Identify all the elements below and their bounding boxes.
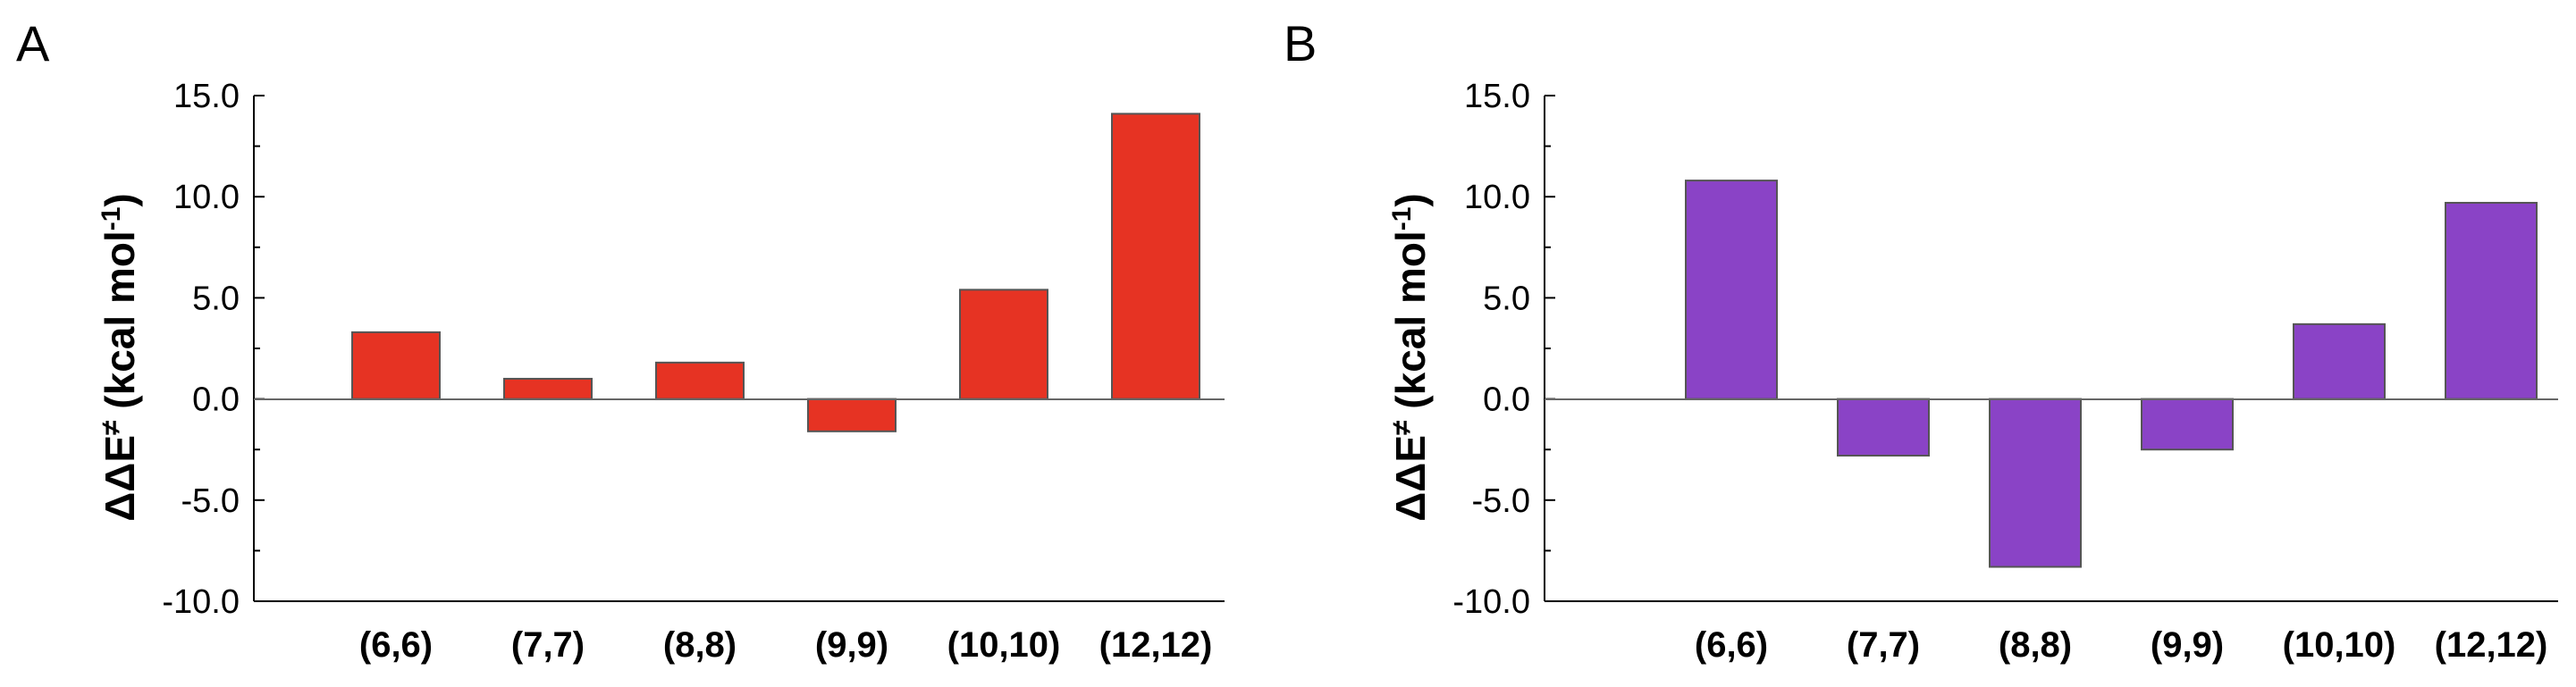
panel-a-bar — [807, 398, 897, 432]
panel-b-bar — [1989, 398, 2082, 568]
panel-a-y-tick-label: 5.0 — [192, 280, 240, 317]
panel-b-y-tick-label: 0.0 — [1483, 381, 1530, 419]
panel-a-y-axis-title: ΔΔE≠ (kcal mol-1) — [97, 193, 143, 522]
panel-a-y-tick-label: -10.0 — [162, 583, 240, 621]
panel-b-y-tick-label: -5.0 — [1472, 482, 1530, 520]
panel-b-category-label: (9,9) — [2151, 625, 2224, 665]
panel-a-category-label: (6,6) — [359, 625, 433, 665]
panel-b-category-label: (7,7) — [1847, 625, 1920, 665]
panel-a-y-tick-label: 10.0 — [173, 179, 240, 216]
panel-b-y-tick-label: 10.0 — [1464, 179, 1530, 216]
panel-a-bar — [351, 331, 441, 400]
panel-b-bar — [2445, 201, 2538, 400]
panel-b-bar — [2293, 323, 2386, 400]
panel-b-category-label: (6,6) — [1695, 625, 1768, 665]
panel-a-y-tick-label: 15.0 — [173, 78, 240, 115]
panel-a-y-tick-label: 0.0 — [192, 381, 240, 419]
panel-b-bar — [2141, 398, 2234, 451]
panel-a: A ΔΔE≠ (kcal mol-1) 15.0 10.0 5.0 0.0 -5.0 -1… — [16, 15, 1225, 665]
panel-b-y-axis-title: ΔΔE≠ (kcal mol-1) — [1387, 193, 1434, 522]
panel-b-y-tick-label: 15.0 — [1464, 78, 1530, 115]
panel-a-category-label: (8,8) — [663, 625, 737, 665]
panel-a-category-label: (12,12) — [1099, 625, 1213, 665]
panel-b-y-ticks: 15.0 10.0 5.0 0.0 -5.0 -10.0 — [1452, 78, 1555, 621]
panel-b-y-tick-label: 5.0 — [1483, 280, 1530, 317]
panel-a-bars — [351, 113, 1200, 432]
panel-b-bars — [1685, 180, 2538, 568]
panel-b-bar — [1685, 180, 1778, 400]
panel-a-bar — [959, 289, 1048, 400]
panel-a-y-ticks: 15.0 10.0 5.0 0.0 -5.0 -10.0 — [162, 78, 265, 621]
panel-a-bar — [503, 377, 593, 400]
panel-b-category-labels: (6,6) (7,7) (8,8) (9,9) (10,10) (12,12) — [1695, 625, 2548, 665]
panel-b-category-label: (8,8) — [1999, 625, 2072, 665]
panel-a-bar — [1111, 113, 1200, 400]
panel-a-category-labels: (6,6) (7,7) (8,8) (9,9) (10,10) (12,12) — [359, 625, 1213, 665]
panel-b-bar — [1837, 398, 1930, 457]
panel-a-category-label: (10,10) — [947, 625, 1061, 665]
panel-a-y-tick-label: -5.0 — [181, 482, 240, 520]
panel-b: B ΔΔE≠ (kcal mol-1) 15.0 10.0 5.0 0.0 -5.0 -1… — [1284, 15, 2558, 665]
panel-b-category-label: (12,12) — [2435, 625, 2548, 665]
panel-b-y-tick-label: -10.0 — [1452, 583, 1530, 621]
panel-b-category-label: (10,10) — [2283, 625, 2396, 665]
panel-a-category-label: (7,7) — [511, 625, 585, 665]
panel-a-bar — [655, 361, 745, 400]
panel-b-letter: B — [1284, 15, 1317, 71]
panel-a-letter: A — [16, 15, 50, 71]
panel-a-category-label: (9,9) — [815, 625, 888, 665]
